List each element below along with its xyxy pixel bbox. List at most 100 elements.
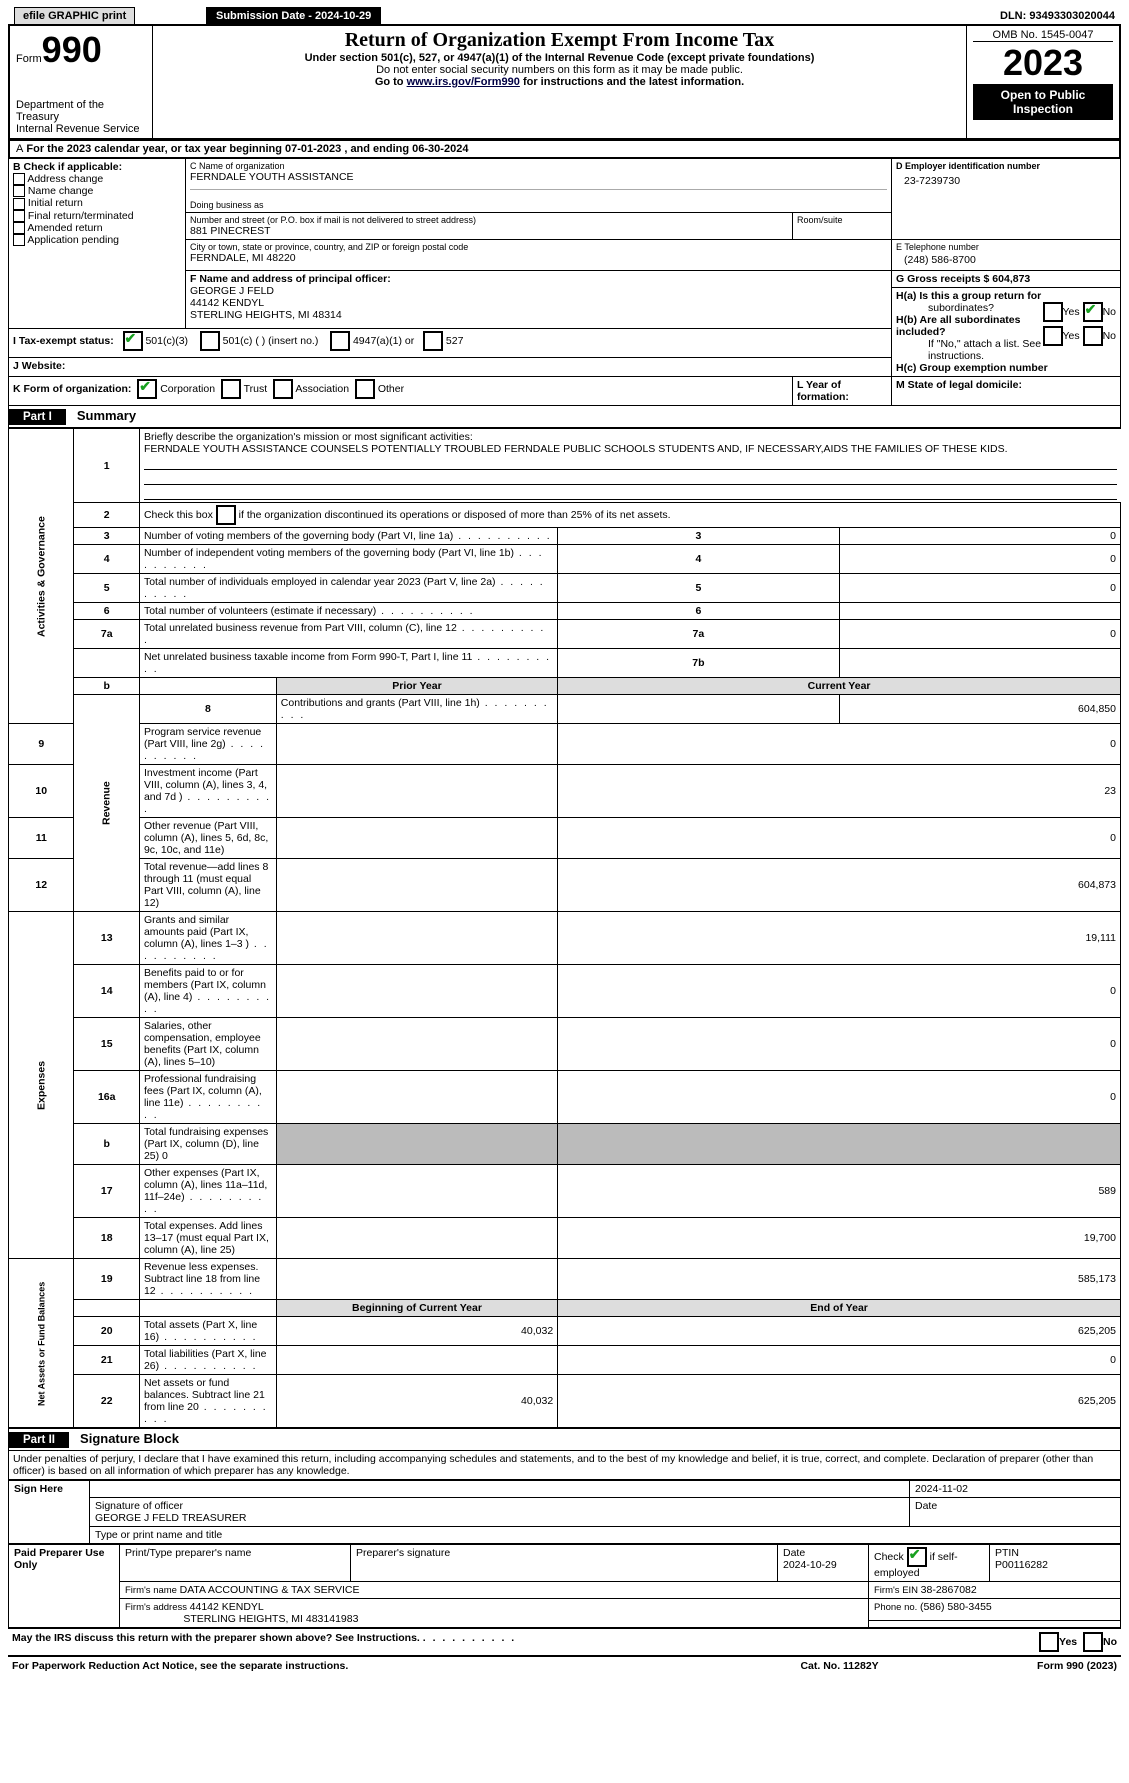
corp-checkbox[interactable] bbox=[137, 379, 157, 399]
org-name: FERNDALE YOUTH ASSISTANCE bbox=[190, 171, 887, 183]
line4-value: 0 bbox=[839, 545, 1120, 574]
tax-year: 2023 bbox=[973, 42, 1113, 84]
cat-no: Cat. No. 11282Y bbox=[747, 1656, 932, 1675]
firm-phone: (586) 580-3455 bbox=[920, 1601, 992, 1613]
ha-label: H(a) Is this a group return for bbox=[896, 290, 1041, 302]
current-year-header: Current Year bbox=[558, 678, 1121, 695]
line12-value: 604,873 bbox=[558, 859, 1121, 912]
box-m-label: M State of legal domicile: bbox=[896, 379, 1022, 391]
line5-value: 0 bbox=[839, 574, 1120, 603]
box-g-label: G Gross receipts $ 604,873 bbox=[896, 273, 1116, 285]
officer-street: 44142 KENDYL bbox=[190, 297, 887, 309]
form-note: Do not enter social security numbers on … bbox=[159, 64, 960, 76]
sign-here-label: Sign Here bbox=[9, 1481, 90, 1544]
cb-name-change[interactable]: Name change bbox=[28, 185, 93, 197]
submission-date-button[interactable]: Submission Date - 2024-10-29 bbox=[206, 7, 381, 25]
line3-value: 0 bbox=[839, 528, 1120, 545]
form-ref: Form 990 (2023) bbox=[932, 1656, 1121, 1675]
line16a-value: 0 bbox=[558, 1071, 1121, 1124]
form-title: Return of Organization Exempt From Incom… bbox=[159, 29, 960, 52]
part2-tag: Part II bbox=[9, 1432, 69, 1448]
501c3-checkbox[interactable] bbox=[123, 331, 143, 351]
discuss-no-checkbox[interactable] bbox=[1083, 1632, 1103, 1652]
box-f-label: F Name and address of principal officer: bbox=[190, 273, 887, 285]
line22-prior: 40,032 bbox=[276, 1375, 557, 1428]
line7a-value: 0 bbox=[839, 620, 1120, 649]
inspection-label: Open to Public Inspection bbox=[973, 84, 1113, 120]
addr-value: 881 PINECREST bbox=[190, 225, 788, 237]
line21-value: 0 bbox=[558, 1346, 1121, 1375]
box-c-label: C Name of organization bbox=[190, 161, 887, 171]
line10-value: 23 bbox=[558, 765, 1121, 818]
form-number: 990 bbox=[42, 29, 102, 70]
self-employed-checkbox[interactable] bbox=[907, 1547, 927, 1567]
box-b-label: B Check if applicable: bbox=[13, 161, 181, 173]
phone-value: (248) 586-8700 bbox=[896, 252, 1116, 268]
perjury-text: Under penalties of perjury, I declare th… bbox=[8, 1451, 1121, 1480]
addr-label: Number and street (or P.O. box if mail i… bbox=[190, 215, 788, 225]
city-value: FERNDALE, MI 48220 bbox=[190, 252, 887, 264]
box-i-label: I Tax-exempt status: bbox=[13, 335, 114, 347]
line8-value: 604,850 bbox=[839, 695, 1120, 724]
cb-initial-return[interactable]: Initial return bbox=[28, 197, 83, 209]
box-j-label: J Website: bbox=[13, 360, 65, 372]
type-name-label: Type or print name and title bbox=[90, 1527, 1121, 1544]
part1-tag: Part I bbox=[9, 409, 66, 425]
mission-label: Briefly describe the organization's miss… bbox=[144, 431, 473, 443]
footer: May the IRS discuss this return with the… bbox=[8, 1628, 1121, 1675]
line22-value: 625,205 bbox=[558, 1375, 1121, 1428]
paid-preparer-block: Paid Preparer Use Only Print/Type prepar… bbox=[8, 1544, 1121, 1628]
firm-addr1: 44142 KENDYL bbox=[190, 1601, 264, 1613]
box-l-label: L Year of formation: bbox=[797, 379, 849, 403]
line14-value: 0 bbox=[558, 965, 1121, 1018]
paid-preparer-label: Paid Preparer Use Only bbox=[9, 1545, 120, 1628]
eoy-header: End of Year bbox=[558, 1300, 1121, 1317]
vert-revenue: Revenue bbox=[74, 695, 139, 912]
cb-app-pending[interactable]: Application pending bbox=[27, 234, 119, 246]
prep-date: 2024-10-29 bbox=[783, 1559, 837, 1571]
line17-value: 589 bbox=[558, 1165, 1121, 1218]
line9-value: 0 bbox=[558, 724, 1121, 765]
ha-sub: subordinates? bbox=[928, 302, 994, 314]
line6-value bbox=[839, 603, 1120, 620]
line19-value: 585,173 bbox=[558, 1259, 1121, 1300]
efile-button[interactable]: efile GRAPHIC print bbox=[14, 7, 135, 25]
hb-label: H(b) Are all subordinates included? bbox=[896, 314, 1020, 338]
box-k-label: K Form of organization: bbox=[13, 383, 131, 395]
vert-netassets: Net Assets or Fund Balances bbox=[9, 1259, 74, 1428]
box-d-label: D Employer identification number bbox=[896, 161, 1116, 171]
link-suffix: for instructions and the latest informat… bbox=[520, 76, 744, 88]
firm-ein: 38-2867082 bbox=[921, 1584, 977, 1596]
officer-sig-name: GEORGE J FELD TREASURER bbox=[95, 1512, 247, 1524]
vert-expenses: Expenses bbox=[9, 912, 74, 1259]
part1-title: Summary bbox=[69, 408, 136, 423]
discuss-yes-checkbox[interactable] bbox=[1039, 1632, 1059, 1652]
entity-info-grid: B Check if applicable: Address change Na… bbox=[8, 158, 1121, 406]
prep-sig-label: Preparer's signature bbox=[351, 1545, 778, 1582]
mission-text: FERNDALE YOUTH ASSISTANCE COUNSELS POTEN… bbox=[144, 443, 1008, 455]
cb-address-change[interactable]: Address change bbox=[27, 173, 103, 185]
prep-name-label: Print/Type preparer's name bbox=[120, 1545, 351, 1582]
cb-final-return[interactable]: Final return/terminated bbox=[28, 210, 134, 222]
pra-notice: For Paperwork Reduction Act Notice, see … bbox=[8, 1656, 747, 1675]
line13-value: 19,111 bbox=[558, 912, 1121, 965]
row-a: A For the 2023 calendar year, or tax yea… bbox=[8, 140, 1121, 158]
cb-amended[interactable]: Amended return bbox=[27, 222, 102, 234]
officer-name: GEORGE J FELD bbox=[190, 285, 887, 297]
line15-value: 0 bbox=[558, 1018, 1121, 1071]
dept-label: Department of the Treasury bbox=[16, 99, 146, 123]
line21-prior bbox=[276, 1346, 557, 1375]
discontinued-checkbox[interactable] bbox=[216, 505, 236, 525]
suite-label: Room/suite bbox=[797, 215, 887, 225]
omb-label: OMB No. 1545-0047 bbox=[973, 29, 1113, 42]
ha-no-checkbox[interactable] bbox=[1083, 302, 1103, 322]
link-prefix: Go to bbox=[375, 76, 407, 88]
date-label: Date bbox=[910, 1498, 1121, 1527]
discuss-label: May the IRS discuss this return with the… bbox=[12, 1632, 420, 1644]
irs-link[interactable]: www.irs.gov/Form990 bbox=[407, 76, 520, 88]
firm-name: DATA ACCOUNTING & TAX SERVICE bbox=[180, 1584, 360, 1596]
line11-value: 0 bbox=[558, 818, 1121, 859]
ein-value: 23-7239730 bbox=[896, 171, 1116, 191]
sign-date: 2024-11-02 bbox=[915, 1483, 968, 1495]
line20-prior: 40,032 bbox=[276, 1317, 557, 1346]
